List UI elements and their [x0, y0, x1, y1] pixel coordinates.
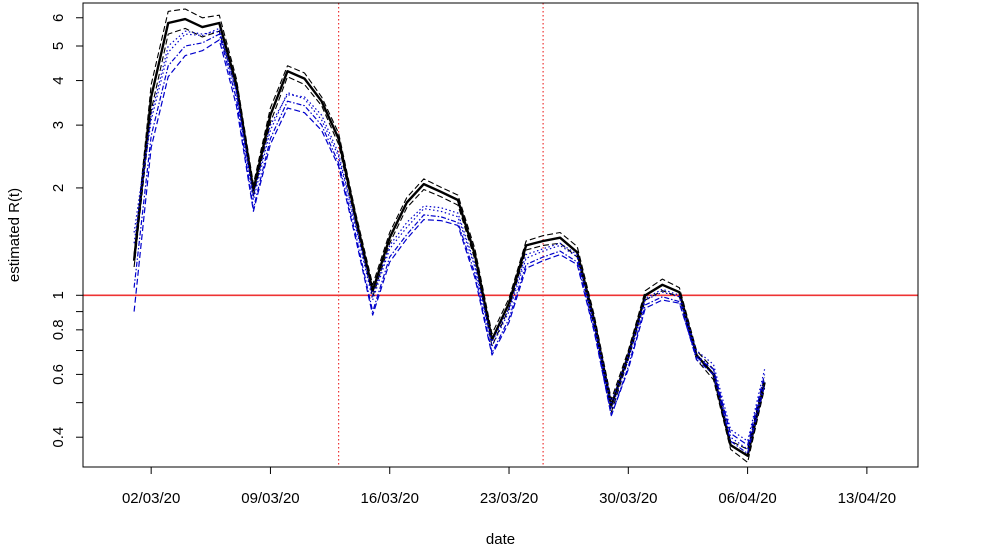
- x-tick-label: 09/03/20: [241, 490, 299, 507]
- y-tick-label: 2: [50, 184, 67, 192]
- series-line-3: [133, 27, 766, 463]
- series-line-5: [133, 33, 766, 455]
- y-tick-label: 0.4: [50, 427, 67, 448]
- x-tick-label: 13/04/20: [838, 490, 896, 507]
- y-tick-label: 0.6: [50, 364, 67, 385]
- y-axis-label: estimated R(t): [6, 188, 23, 282]
- y-tick-label: 3: [50, 121, 67, 129]
- x-tick-label: 16/03/20: [361, 490, 419, 507]
- x-axis-label: date: [486, 531, 515, 548]
- y-tick-label: 4: [50, 76, 67, 84]
- series-line-2: [133, 8, 766, 450]
- x-tick-label: 02/03/20: [122, 490, 180, 507]
- y-axis: 0.4 0.6 0.8 1 2 3 4 5 6: [50, 14, 83, 448]
- y-tick-label: 6: [50, 14, 67, 22]
- series-line-4: [133, 27, 766, 450]
- x-tick-label: 06/04/20: [718, 490, 776, 507]
- x-tick-label: 23/03/20: [480, 490, 538, 507]
- series-line-7: [133, 30, 766, 442]
- series-line-6: [133, 39, 766, 446]
- y-tick-label: 5: [50, 42, 67, 50]
- reference-lines: [83, 3, 918, 467]
- y-tick-label: 0.8: [50, 319, 67, 340]
- x-axis: 02/03/20 09/03/20 16/03/20 23/03/20 30/03/20…: [122, 467, 896, 507]
- y-tick-label: 1: [50, 291, 67, 299]
- plot-frame: [82, 2, 919, 468]
- x-tick-label: 30/03/20: [599, 490, 657, 507]
- series-layer: [132, 8, 766, 463]
- series-line-1: [132, 17, 766, 457]
